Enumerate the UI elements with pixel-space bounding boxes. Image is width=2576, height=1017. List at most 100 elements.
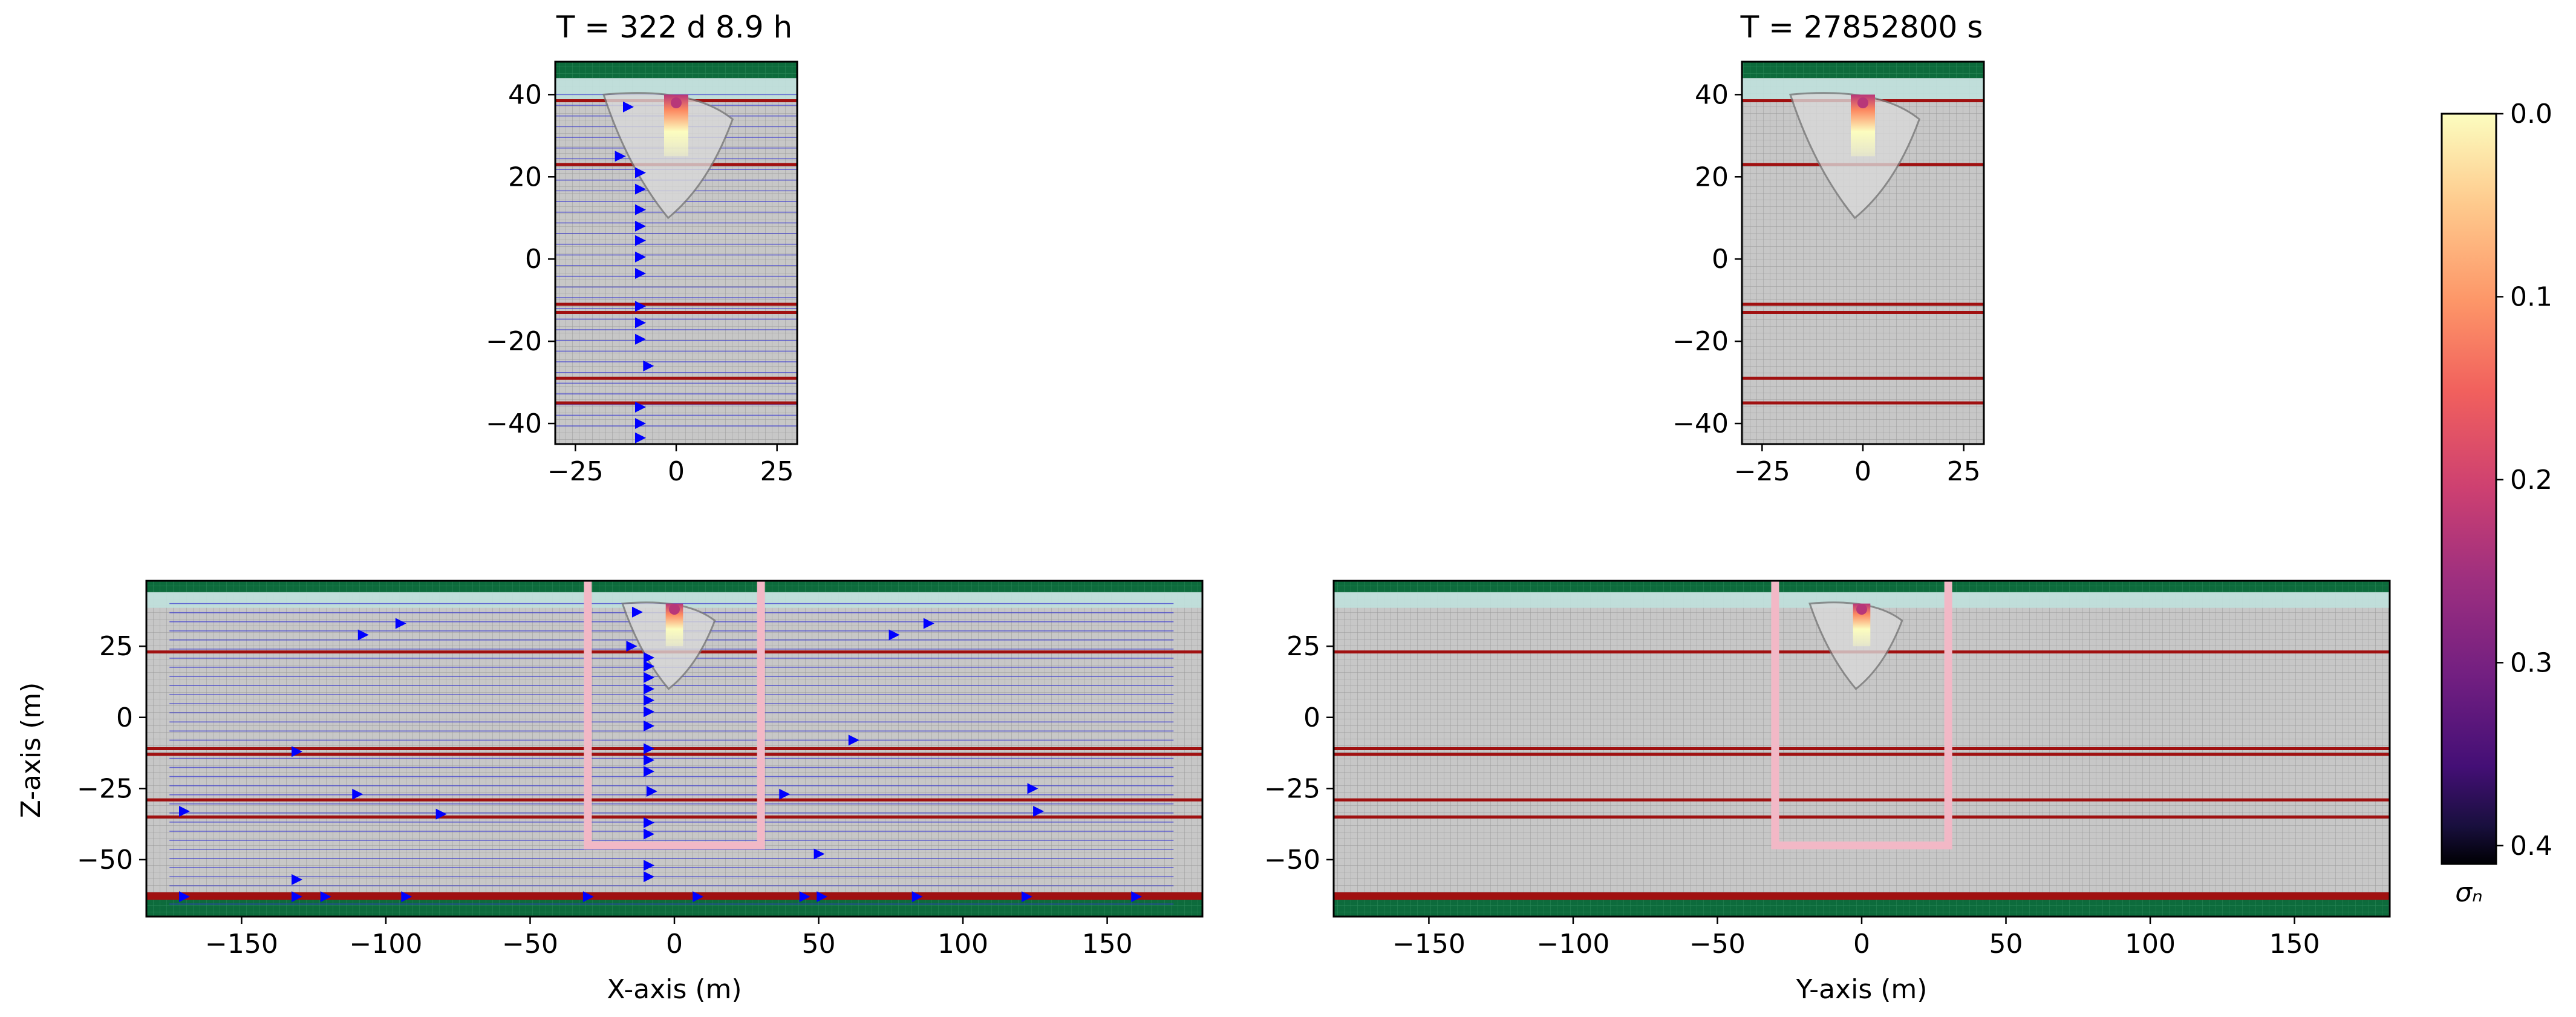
flow-arrow (292, 874, 303, 885)
x-tick-label: −50 (502, 929, 558, 960)
flow-arrow (799, 891, 810, 903)
flow-arrow (814, 848, 825, 860)
panel-bottom-right-yz: −150 −100 −50 0 50 100 150 25 0 −25 −50 (1264, 580, 2391, 960)
flow-arrow (911, 891, 923, 903)
flow-arrow (635, 317, 646, 329)
y-tick-label: 0 (525, 244, 542, 275)
x-axis-label-bottom-left: X-axis (m) (607, 974, 742, 1005)
flow-arrow (635, 251, 646, 263)
x-tick-label: 100 (2125, 929, 2176, 960)
x-tick-label: −25 (547, 456, 604, 487)
flow-arrow (631, 606, 643, 618)
flow-arrow (179, 805, 191, 817)
panel-bottom-left-xz: −150 −100 −50 0 50 100 150 25 0 −25 −50 (77, 580, 1204, 960)
flow-arrow (644, 720, 655, 731)
base-boundary (146, 894, 1202, 900)
colorbar: 0.0 0.1 0.2 0.3 0.4 σₙ (2441, 99, 2552, 908)
plume-source (1857, 97, 1868, 108)
y-tick-label: −50 (1264, 845, 1320, 875)
flow-arrow (644, 766, 655, 777)
x-tick-label: −100 (1537, 929, 1610, 960)
flow-arrow (635, 220, 646, 232)
surface-layer (146, 581, 1202, 592)
surface-layer (555, 62, 797, 79)
subdomain-box (1771, 581, 1952, 849)
y-tick-label: 20 (1695, 162, 1729, 192)
x-tick-label: 50 (802, 929, 836, 960)
flow-arrow (644, 706, 655, 718)
x-tick-label: −25 (1734, 456, 1790, 487)
chart-title-top-right: T = 27852800 s (1740, 10, 1983, 45)
flow-arrow (923, 618, 934, 629)
x-tick-label: 150 (2269, 929, 2320, 960)
flow-arrow (644, 754, 655, 766)
y-tick-label: −25 (1264, 773, 1320, 804)
plume (602, 92, 734, 220)
flow-arrow (889, 629, 900, 641)
x-tick-label: 0 (1854, 456, 1871, 487)
plume (1808, 601, 1903, 690)
flow-arrow (635, 167, 646, 178)
plot-area (555, 62, 797, 444)
y-tick-label: 20 (508, 162, 542, 192)
flow-arrow (623, 101, 634, 113)
y-tick-label: 0 (116, 702, 133, 733)
y-tick-label: 25 (99, 631, 133, 662)
plume-source (669, 604, 680, 615)
flow-arrow (626, 641, 637, 652)
colorbar-tick-label: 0.1 (2510, 281, 2552, 312)
flow-arrow (435, 808, 447, 820)
x-tick-label: 0 (1853, 929, 1870, 960)
flow-arrow (357, 629, 369, 641)
x-tick-label: −150 (205, 929, 278, 960)
flow-arrow (179, 891, 191, 903)
flow-arrow (635, 333, 646, 345)
flow-arrow (644, 871, 655, 883)
surface-layer (1742, 62, 1984, 79)
flow-arrow (644, 661, 655, 672)
base-boundary (1334, 894, 2390, 900)
y-tick-label: −20 (486, 326, 542, 357)
flow-arrow (848, 734, 859, 746)
panel-top-right-yz: −25 0 25 −40 −20 0 20 40 (1672, 60, 1985, 487)
flow-arrow (1033, 805, 1045, 817)
flow-arrow (644, 743, 655, 754)
flow-arrow (292, 746, 303, 757)
y-tick-label: −20 (1672, 326, 1729, 357)
y-tick-label: 0 (1712, 244, 1729, 275)
flow-arrow (635, 267, 646, 279)
chart-title-top-left: T = 322 d 8.9 h (556, 10, 792, 45)
x-tick-label: 25 (1947, 456, 1981, 487)
flow-arrow (635, 183, 646, 195)
subdomain-box (584, 581, 765, 849)
x-tick-label: 25 (760, 456, 794, 487)
plot-area (146, 581, 1202, 917)
y-tick-label: −40 (1672, 408, 1729, 439)
plume-source (671, 97, 682, 108)
flow-arrow (644, 672, 655, 683)
y-axis-label-bottom-left: Z-axis (m) (16, 682, 47, 819)
flow-arrow (644, 860, 655, 871)
colorbar-tick-label: 0.4 (2510, 831, 2552, 862)
flow-arrow (635, 235, 646, 246)
y-tick-label: 25 (1286, 631, 1320, 662)
panel-top-left-xz: −25 0 25 −40 −20 0 20 40 (486, 60, 798, 487)
x-tick-label: −100 (350, 929, 423, 960)
flow-arrow (635, 432, 646, 443)
x-tick-label: 0 (666, 929, 683, 960)
colorbar-label: σₙ (2455, 877, 2482, 908)
flow-arrow (292, 891, 303, 903)
flow-arrow (1022, 891, 1032, 903)
x-tick-label: −50 (1689, 929, 1746, 960)
flow-arrow (643, 360, 654, 371)
flow-arrow (582, 891, 594, 903)
flow-arrow (646, 786, 657, 797)
flow-arrow (817, 891, 828, 903)
plume (1789, 92, 1921, 220)
flow-arrow (615, 151, 626, 162)
surface-layer (1334, 581, 2390, 592)
flow-arrow (779, 788, 791, 800)
flow-arrow (1131, 891, 1143, 903)
y-tick-label: −40 (486, 408, 542, 439)
